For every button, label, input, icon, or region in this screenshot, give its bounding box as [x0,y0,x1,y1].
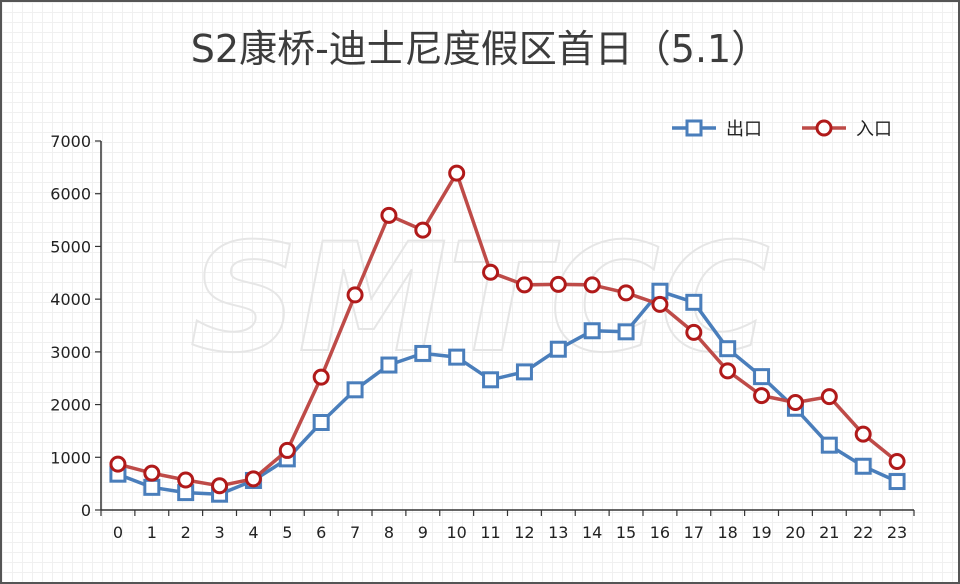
x-tick-label: 2 [181,523,191,542]
x-tick-label: 12 [514,523,534,542]
y-tick-label: 2000 [50,396,91,415]
x-tick-label: 13 [548,523,568,542]
data-point[interactable] [786,393,804,411]
legend-item-exit[interactable]: 出口 [672,119,762,140]
legend[interactable]: 出口 入口 [672,119,892,140]
data-point[interactable] [278,441,296,459]
data-point[interactable] [346,286,364,304]
legend-label: 出口 [726,119,762,140]
series-layer [109,164,906,503]
x-tick-label: 1 [147,523,157,542]
legend-label: 入口 [856,119,892,140]
data-point[interactable] [515,276,533,294]
data-point[interactable] [482,371,500,389]
x-tick-label: 18 [718,523,738,542]
data-point[interactable] [143,464,161,482]
x-tick-label: 3 [214,523,224,542]
data-point[interactable] [380,206,398,224]
legend-square-marker [685,119,703,137]
data-point[interactable] [549,275,567,293]
data-point[interactable] [346,381,364,399]
y-tick-label: 3000 [50,343,91,362]
data-point[interactable] [583,276,601,294]
data-point[interactable] [719,340,737,358]
data-point[interactable] [719,362,737,380]
data-point[interactable] [617,284,635,302]
legend-circle-marker [815,119,833,137]
x-tick-label: 22 [853,523,873,542]
data-point[interactable] [583,322,601,340]
data-point[interactable] [617,323,635,341]
x-tick-label: 14 [582,523,602,542]
y-tick-label: 7000 [50,132,91,151]
data-point[interactable] [854,425,872,443]
data-point[interactable] [109,455,127,473]
x-tick-label: 21 [819,523,839,542]
x-tick-label: 10 [447,523,467,542]
x-tick-label: 8 [384,523,394,542]
y-tick-label: 1000 [50,448,91,467]
data-point[interactable] [312,413,330,431]
data-point[interactable] [312,368,330,386]
data-point[interactable] [820,436,838,454]
y-tick-label: 5000 [50,237,91,256]
x-tick-label: 7 [350,523,360,542]
x-tick-label: 4 [248,523,258,542]
x-tick-label: 17 [684,523,704,542]
data-point[interactable] [143,478,161,496]
x-tick-label: 9 [418,523,428,542]
data-point[interactable] [888,453,906,471]
x-tick-label: 0 [113,523,123,542]
data-point[interactable] [753,368,771,386]
data-point[interactable] [448,164,466,182]
series-entry [109,164,906,495]
x-tick-label: 11 [480,523,500,542]
data-point[interactable] [854,457,872,475]
data-point[interactable] [820,388,838,406]
x-tick-label: 15 [616,523,636,542]
data-point[interactable] [753,387,771,405]
data-point[interactable] [380,356,398,374]
data-point[interactable] [685,323,703,341]
x-tick-label: 23 [887,523,907,542]
y-tick-label: 4000 [50,290,91,309]
x-tick-label: 20 [785,523,805,542]
y-tick-label: 0 [81,501,91,520]
data-point[interactable] [651,295,669,313]
data-point[interactable] [414,344,432,362]
y-tick-label: 6000 [50,185,91,204]
chart-title: S2康桥-迪士尼度假区首日（5.1） [190,27,770,71]
data-point[interactable] [685,293,703,311]
data-point[interactable] [177,471,195,489]
data-point[interactable] [448,348,466,366]
data-point[interactable] [244,470,262,488]
legend-item-entry[interactable]: 入口 [802,119,892,140]
x-tick-label: 6 [316,523,326,542]
data-point[interactable] [414,221,432,239]
data-point[interactable] [515,363,533,381]
data-point[interactable] [888,473,906,491]
data-point[interactable] [549,340,567,358]
data-point[interactable] [482,263,500,281]
data-point[interactable] [211,477,229,495]
x-tick-label: 16 [650,523,670,542]
x-tick-label: 19 [751,523,771,542]
x-tick-label: 5 [282,523,292,542]
